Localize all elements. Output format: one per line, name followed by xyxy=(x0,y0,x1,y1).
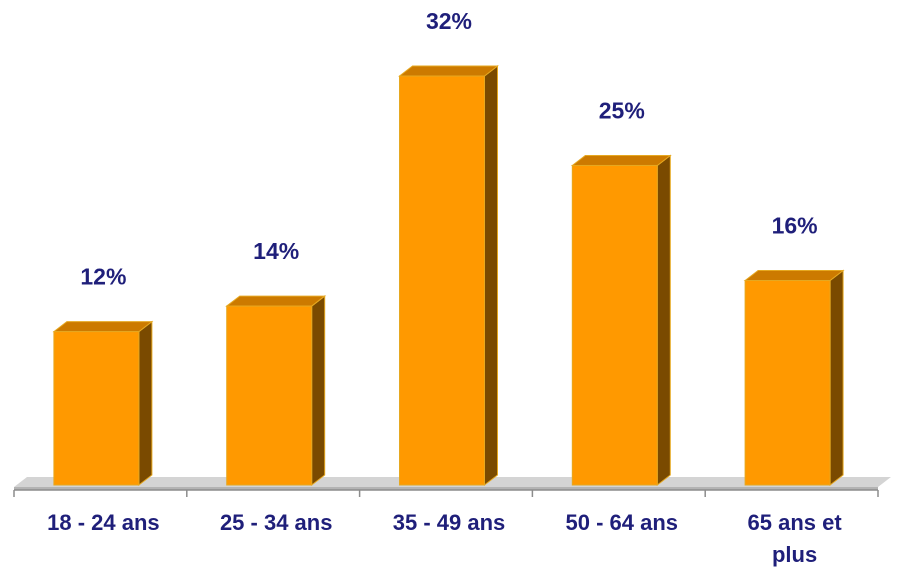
bar xyxy=(398,64,499,487)
category-label-line: 35 - 49 ans xyxy=(393,510,506,535)
category-label-line: plus xyxy=(772,542,817,567)
value-label: 16% xyxy=(772,213,818,239)
bar-front xyxy=(399,75,485,486)
category-label: 35 - 49 ans xyxy=(393,510,506,535)
floor-front xyxy=(14,487,878,490)
category-labels: 18 - 24 ans 25 - 34 ans 35 - 49 ans 50 - 64… xyxy=(47,510,842,567)
bar-front xyxy=(571,164,658,486)
bar-top xyxy=(225,295,327,307)
category-label-line: 25 - 34 ans xyxy=(220,510,333,535)
bar-front xyxy=(226,305,313,486)
value-label: 25% xyxy=(599,97,645,123)
category-label: 25 - 34 ans xyxy=(220,510,333,535)
category-label: 65 ans et plus xyxy=(748,510,843,567)
bar-side xyxy=(138,320,153,487)
bar-top xyxy=(743,270,845,281)
category-label-line: 18 - 24 ans xyxy=(47,510,160,535)
bar xyxy=(52,320,154,487)
bar-top xyxy=(398,65,499,77)
bar-top xyxy=(570,154,672,166)
bar-side xyxy=(311,295,326,487)
bar xyxy=(570,154,672,487)
value-label: 32% xyxy=(426,8,472,34)
value-label: 14% xyxy=(253,238,299,264)
bar-front xyxy=(744,280,831,486)
bar xyxy=(225,295,327,487)
category-label: 18 - 24 ans xyxy=(47,510,160,535)
bar-side xyxy=(829,269,844,487)
bar-side xyxy=(656,154,671,487)
value-label: 12% xyxy=(80,264,126,290)
bar-side xyxy=(484,64,498,487)
bar xyxy=(743,269,845,487)
bar-front xyxy=(53,331,140,486)
category-label-line: 65 ans et xyxy=(748,510,843,535)
bar-top xyxy=(52,321,154,333)
value-labels: 12% 14% 32% 25% 16% xyxy=(80,8,817,290)
category-label: 50 - 64 ans xyxy=(566,510,679,535)
category-label-line: 50 - 64 ans xyxy=(566,510,679,535)
bars xyxy=(52,64,845,487)
x-axis xyxy=(13,489,879,497)
